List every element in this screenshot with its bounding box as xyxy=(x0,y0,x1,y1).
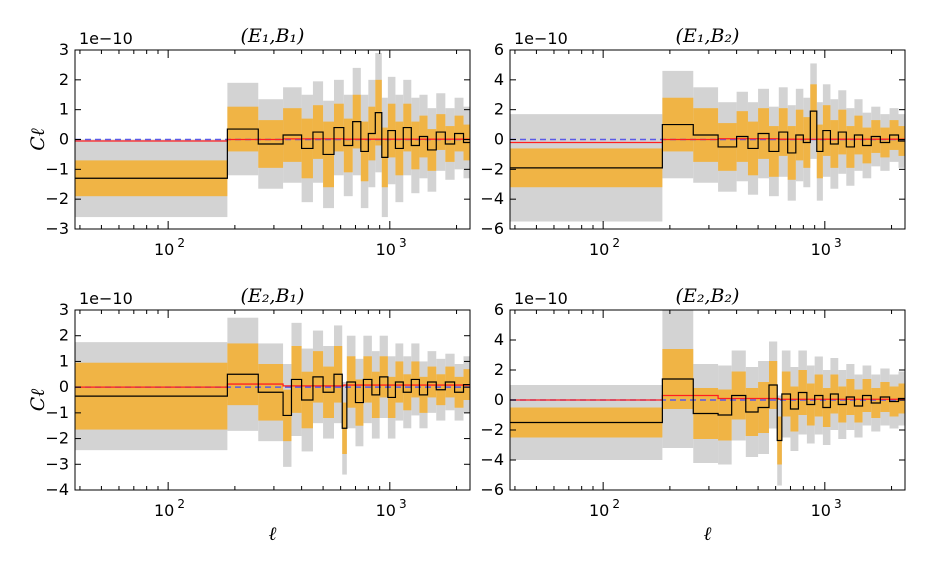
y-tick-label: 3 xyxy=(59,40,69,59)
y-tick-label: −1 xyxy=(45,403,69,422)
y-tick-label: 2 xyxy=(494,100,504,119)
y-tick-label: −6 xyxy=(480,219,504,238)
y-tick-label: −2 xyxy=(480,159,504,178)
plot-area xyxy=(510,63,905,222)
y-tick-label: 2 xyxy=(494,360,504,379)
panel-title: (E₂,B₂) xyxy=(676,285,740,307)
y-axis-multiplier: 1e−10 xyxy=(514,29,568,48)
x-tick-exponent: 3 xyxy=(399,236,407,250)
x-tick-label: 10 xyxy=(811,501,831,520)
x-tick-label: 10 xyxy=(589,240,609,259)
x-tick-exponent: 3 xyxy=(399,497,407,511)
x-tick-label: 10 xyxy=(154,240,174,259)
x-tick-label: 10 xyxy=(376,240,396,259)
x-tick-exponent: 2 xyxy=(612,236,620,250)
y-tick-label: 6 xyxy=(494,40,504,59)
x-tick-label: 10 xyxy=(376,501,396,520)
y-tick-label: −1 xyxy=(45,159,69,178)
x-tick-label: 10 xyxy=(589,501,609,520)
y-tick-label: 4 xyxy=(494,70,504,89)
y-tick-label: 0 xyxy=(494,130,504,149)
y-axis-label: Cℓ xyxy=(27,128,49,151)
y-tick-label: 0 xyxy=(494,390,504,409)
plot-area xyxy=(75,52,470,218)
y-tick-label: −2 xyxy=(45,189,69,208)
y-tick-label: −4 xyxy=(480,189,504,208)
y-tick-label: 6 xyxy=(494,300,504,319)
y-axis-label: Cℓ xyxy=(27,389,49,412)
panel-title: (E₂,B₁) xyxy=(241,285,305,307)
y-tick-label: 0 xyxy=(59,130,69,149)
y-tick-label: 4 xyxy=(494,330,504,349)
x-tick-exponent: 2 xyxy=(612,497,620,511)
x-tick-label: 10 xyxy=(811,240,831,259)
measurement-step-line xyxy=(75,373,470,429)
y-tick-label: −2 xyxy=(480,420,504,439)
panel-title: (E₁,B₂) xyxy=(676,25,740,47)
x-tick-exponent: 2 xyxy=(177,497,185,511)
y-tick-label: −4 xyxy=(45,480,69,499)
panel-title: (E₁,B₁) xyxy=(241,25,305,47)
y-tick-label: 3 xyxy=(59,300,69,319)
measurement-step-line xyxy=(510,110,905,169)
x-tick-exponent: 2 xyxy=(177,236,185,250)
x-axis-label: ℓ xyxy=(269,523,277,545)
y-tick-label: −4 xyxy=(480,450,504,469)
x-tick-exponent: 3 xyxy=(834,236,842,250)
plot-area xyxy=(75,317,470,475)
y-tick-label: −3 xyxy=(45,454,69,473)
y-tick-label: 2 xyxy=(59,326,69,345)
y-tick-label: 0 xyxy=(59,377,69,396)
axes-frame xyxy=(74,309,471,491)
measurement-step-line xyxy=(510,378,905,442)
x-tick-exponent: 3 xyxy=(834,497,842,511)
y-axis-multiplier: 1e−10 xyxy=(514,289,568,308)
x-tick-label: 10 xyxy=(154,501,174,520)
y-tick-label: −2 xyxy=(45,429,69,448)
y-tick-label: −6 xyxy=(480,480,504,499)
y-tick-label: 1 xyxy=(59,100,69,119)
x-axis-label: ℓ xyxy=(704,523,712,545)
plot-area xyxy=(510,310,905,486)
y-axis-multiplier: 1e−10 xyxy=(79,289,133,308)
y-tick-label: 2 xyxy=(59,70,69,89)
measurement-step-line xyxy=(75,112,470,179)
y-tick-label: 1 xyxy=(59,351,69,370)
y-axis-multiplier: 1e−10 xyxy=(79,29,133,48)
y-tick-label: −3 xyxy=(45,219,69,238)
